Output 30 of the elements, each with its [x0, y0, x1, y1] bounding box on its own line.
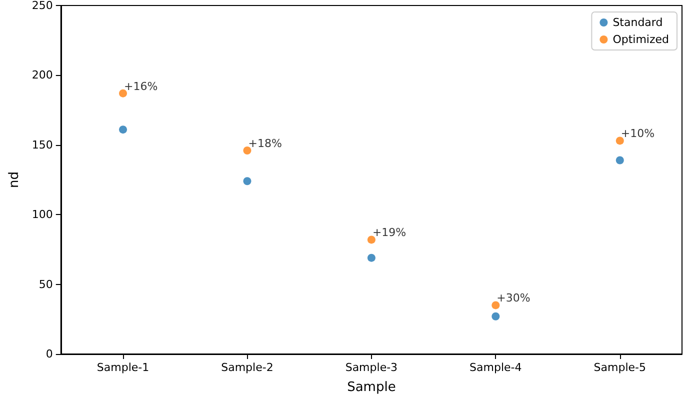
x-tick-label: Sample-2 [221, 361, 274, 374]
x-tick-label: Sample-3 [345, 361, 398, 374]
legend-label: Standard [612, 16, 663, 29]
point [492, 312, 500, 320]
point [616, 136, 624, 145]
y-axis-title: nd [7, 172, 22, 188]
annotation: +16% [124, 80, 158, 93]
x-axis-title: Sample [347, 380, 396, 395]
point [243, 146, 252, 154]
y-tick-label: 0 [46, 348, 53, 360]
legend-label: Optimized [612, 33, 670, 46]
x-tick-label: Sample-5 [594, 361, 646, 374]
x-tick-label: Sample-4 [470, 361, 522, 374]
point [119, 126, 128, 134]
y-tick-label: 150 [32, 138, 53, 152]
x-tick-label: Sample-1 [96, 361, 150, 374]
annotation: +19% [372, 226, 406, 240]
point [492, 301, 500, 310]
point [616, 156, 624, 164]
y-tick-label: 250 [32, 0, 53, 12]
point [243, 177, 252, 186]
point [367, 236, 376, 244]
point [119, 89, 128, 98]
annotation: +10% [620, 127, 655, 140]
annotation: +18% [248, 136, 282, 150]
y-tick-label: 200 [32, 68, 53, 82]
annotation: +30% [496, 292, 530, 305]
point [367, 254, 376, 262]
y-tick-label: 50 [38, 278, 53, 291]
y-tick-label: 100 [32, 208, 53, 222]
